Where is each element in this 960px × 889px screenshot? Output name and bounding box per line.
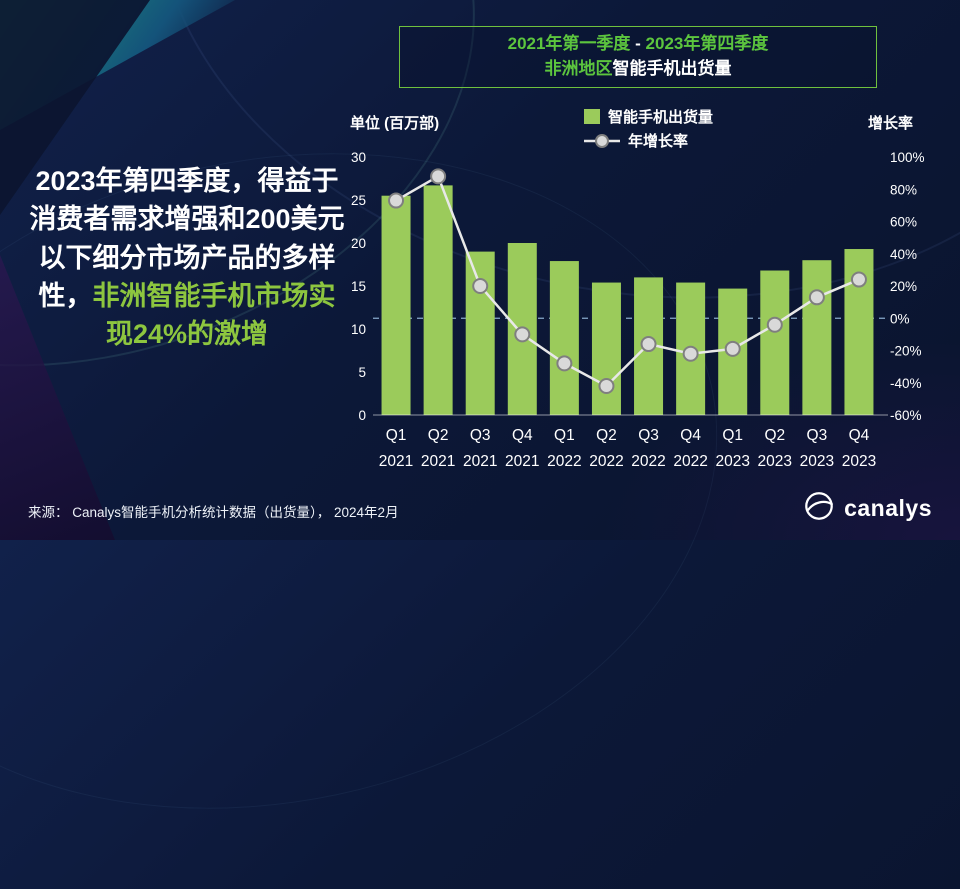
svg-text:Q4: Q4 bbox=[849, 427, 870, 444]
svg-text:Q4: Q4 bbox=[512, 427, 533, 444]
svg-text:5: 5 bbox=[358, 365, 366, 380]
chart-svg: 0 5 10 15 20 25 30 -60% -40% -20% 0% 20% 40% 60% 80% 10… bbox=[351, 150, 925, 470]
svg-text:2022: 2022 bbox=[631, 453, 665, 470]
svg-text:-40%: -40% bbox=[890, 376, 922, 391]
svg-text:2021: 2021 bbox=[463, 453, 497, 470]
period-end: 2023年第四季度 bbox=[645, 34, 769, 54]
svg-text:2021: 2021 bbox=[505, 453, 539, 470]
canalys-logo-icon bbox=[803, 490, 835, 527]
svg-text:20%: 20% bbox=[890, 279, 917, 294]
legend: 智能手机出货量 年增长率 bbox=[584, 106, 713, 151]
svg-text:60%: 60% bbox=[890, 215, 917, 230]
svg-text:Q1: Q1 bbox=[386, 427, 407, 444]
svg-text:2023: 2023 bbox=[842, 453, 876, 470]
bar-swatch-icon bbox=[584, 109, 600, 124]
svg-text:2023: 2023 bbox=[758, 453, 792, 470]
svg-text:2023: 2023 bbox=[800, 453, 834, 470]
canalys-logo: canalys bbox=[803, 490, 932, 527]
chart-title: 非洲地区智能手机出货量 bbox=[545, 58, 732, 81]
period-separator: - bbox=[630, 34, 646, 54]
left-axis-title: 单位 (百万部) bbox=[350, 115, 440, 132]
svg-text:100%: 100% bbox=[890, 150, 925, 165]
line-marker-icon bbox=[584, 133, 620, 149]
corner-teal-shape bbox=[0, 0, 235, 130]
legend-line-label: 年增长率 bbox=[628, 133, 689, 150]
svg-text:Q2: Q2 bbox=[428, 427, 449, 444]
svg-text:2023: 2023 bbox=[715, 453, 749, 470]
svg-text:2021: 2021 bbox=[379, 453, 413, 470]
svg-text:30: 30 bbox=[351, 150, 366, 165]
svg-text:20: 20 bbox=[351, 236, 366, 251]
svg-text:15: 15 bbox=[351, 279, 366, 294]
svg-text:Q1: Q1 bbox=[722, 427, 743, 444]
combo-chart: 0 5 10 15 20 25 30 -60% -40% -20% 0% 20% 40% 60% 80% 10… bbox=[330, 139, 950, 481]
svg-text:10: 10 bbox=[351, 322, 366, 337]
svg-text:40%: 40% bbox=[890, 247, 917, 262]
svg-text:0: 0 bbox=[358, 408, 366, 423]
svg-text:Q1: Q1 bbox=[554, 427, 575, 444]
svg-text:25: 25 bbox=[351, 193, 366, 208]
svg-text:Q3: Q3 bbox=[638, 427, 659, 444]
svg-text:Q2: Q2 bbox=[596, 427, 617, 444]
legend-row-growth: 年增长率 bbox=[584, 130, 713, 151]
svg-text:80%: 80% bbox=[890, 182, 917, 197]
svg-text:2022: 2022 bbox=[673, 453, 707, 470]
svg-text:2022: 2022 bbox=[589, 453, 623, 470]
svg-text:-60%: -60% bbox=[890, 408, 922, 423]
commentary-white-part: 2023年第四季度，得益于消费者需求增强和200美元以下细分市场产品的多样性， bbox=[29, 166, 345, 311]
svg-text:Q3: Q3 bbox=[807, 427, 828, 444]
commentary-text: 2023年第四季度，得益于消费者需求增强和200美元以下细分市场产品的多样性，非… bbox=[26, 162, 348, 354]
svg-text:Q4: Q4 bbox=[680, 427, 701, 444]
subject-label: 智能手机出货量 bbox=[612, 59, 732, 78]
source-note: 来源： Canalys智能手机分析统计数据（出货量）， 2024年2月 bbox=[28, 505, 399, 520]
svg-text:-20%: -20% bbox=[890, 344, 922, 359]
legend-bars-label: 智能手机出货量 bbox=[608, 109, 714, 126]
svg-text:2022: 2022 bbox=[547, 453, 581, 470]
svg-text:0%: 0% bbox=[890, 311, 910, 326]
commentary-green-part: 非洲智能手机市场实现24%的激增 bbox=[92, 280, 336, 350]
svg-text:2021: 2021 bbox=[421, 453, 455, 470]
region-label: 非洲地区 bbox=[544, 59, 613, 78]
canalys-logo-text: canalys bbox=[844, 495, 932, 521]
legend-row-shipments: 智能手机出货量 bbox=[584, 106, 713, 127]
chart-title-box: 2021年第一季度 - 2023年第四季度 非洲地区智能手机出货量 bbox=[399, 26, 877, 88]
period-start: 2021年第一季度 bbox=[507, 34, 631, 54]
svg-text:Q2: Q2 bbox=[764, 427, 785, 444]
right-axis-title: 增长率 bbox=[868, 115, 914, 132]
chart-subtitle: 2021年第一季度 - 2023年第四季度 bbox=[508, 33, 769, 56]
svg-text:Q3: Q3 bbox=[470, 427, 491, 444]
